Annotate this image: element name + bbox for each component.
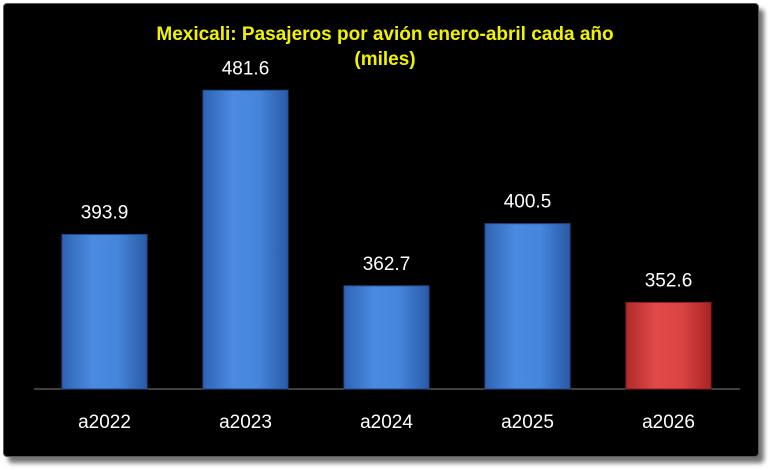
bar-a2024 <box>343 285 430 390</box>
chart-subtitle: (miles) <box>354 49 415 70</box>
category-label-a2023: a2023 <box>219 412 272 433</box>
value-label-a2023: 481.6 <box>222 58 270 79</box>
value-label-a2024: 362.7 <box>363 254 411 275</box>
bar-a2022 <box>61 234 148 390</box>
bar-a2026 <box>625 301 712 390</box>
value-label-a2026: 352.6 <box>645 270 693 291</box>
bars-group: 393.9 a2022 481.6 a2023 362.7 a2024 400.5 a2025… <box>61 58 712 433</box>
value-label-a2025: 400.5 <box>504 192 552 213</box>
bar-a2025 <box>484 223 571 390</box>
category-label-a2026: a2026 <box>642 412 695 433</box>
category-label-a2025: a2025 <box>501 412 554 433</box>
chart-title: Mexicali: Pasajeros por avión enero-abri… <box>156 24 613 45</box>
bar-a2023 <box>202 89 289 390</box>
category-label-a2024: a2024 <box>360 412 413 433</box>
category-label-a2022: a2022 <box>78 412 131 433</box>
value-label-a2022: 393.9 <box>81 203 129 224</box>
